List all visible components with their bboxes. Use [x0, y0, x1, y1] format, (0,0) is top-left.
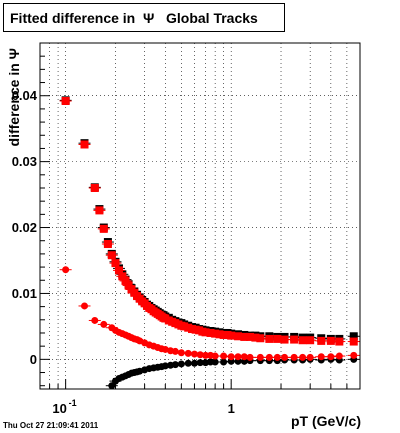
data-point	[273, 353, 281, 361]
x-tick-label: 1	[228, 401, 235, 416]
data-point	[161, 362, 169, 370]
data-point	[290, 335, 299, 344]
data-point	[265, 353, 273, 361]
data-point	[100, 320, 108, 328]
series-3	[59, 266, 360, 361]
data-point	[240, 353, 248, 361]
data-point	[81, 302, 89, 310]
y-tick-label: 0.03	[12, 154, 37, 169]
data-point	[95, 206, 104, 215]
data-point	[114, 266, 123, 275]
data-point	[177, 360, 185, 368]
data-point	[215, 330, 224, 339]
data-marks	[59, 96, 360, 390]
data-point	[349, 337, 358, 346]
data-point	[281, 353, 289, 361]
timestamp: Thu Oct 27 21:09:41 2011	[3, 421, 99, 430]
data-point	[350, 351, 358, 359]
data-point	[251, 333, 260, 342]
data-point	[335, 337, 344, 346]
grid	[39, 43, 361, 389]
series-1	[59, 96, 360, 346]
data-point	[246, 353, 254, 361]
data-point	[317, 353, 325, 361]
data-point	[335, 352, 343, 360]
data-point	[171, 347, 179, 355]
data-point	[184, 359, 192, 367]
data-point	[256, 334, 265, 343]
data-point	[246, 332, 255, 341]
data-point	[180, 322, 189, 331]
plot-frame	[39, 42, 361, 390]
data-point	[107, 251, 116, 260]
data-point	[265, 334, 274, 343]
data-point	[306, 336, 315, 345]
data-point	[220, 352, 228, 360]
data-point	[326, 336, 335, 345]
data-point	[61, 96, 70, 105]
series-0	[59, 96, 360, 343]
y-tick-label: 0.04	[12, 88, 38, 103]
data-point	[211, 358, 219, 366]
data-point	[184, 349, 192, 357]
data-point	[171, 361, 179, 369]
data-point	[349, 332, 358, 341]
data-point	[196, 351, 204, 359]
chart-title: Fitted difference in Ψ Global Tracks	[10, 9, 258, 26]
data-point	[80, 140, 89, 149]
data-point	[121, 276, 130, 285]
data-point	[190, 359, 198, 367]
data-point	[317, 336, 326, 345]
data-point	[90, 183, 99, 192]
data-point	[298, 336, 307, 345]
data-point	[111, 259, 120, 268]
y-tick-label: 0	[30, 352, 37, 367]
y-tick-label: 0.02	[12, 220, 37, 235]
data-point	[206, 328, 215, 337]
data-point	[91, 316, 99, 324]
y-axis-title: difference in Ψ	[6, 48, 22, 146]
data-point	[290, 353, 298, 361]
data-point	[299, 353, 307, 361]
data-point	[177, 349, 185, 357]
data-point	[118, 272, 127, 281]
data-point	[211, 329, 220, 338]
x-axis-title: pT (GeV/c)	[291, 413, 361, 429]
data-point	[99, 224, 108, 233]
data-point	[103, 240, 112, 249]
data-point	[62, 266, 70, 274]
x-tick-label: 10	[52, 401, 66, 416]
data-point	[211, 352, 219, 360]
axes: 0 0.01 0.02 0.03 0.04 10 -1 1	[12, 42, 361, 416]
data-point	[234, 332, 243, 341]
data-point	[327, 353, 335, 361]
data-point	[280, 335, 289, 344]
chart-title-box: Fitted difference in Ψ Global Tracks	[3, 3, 285, 32]
data-point	[306, 353, 314, 361]
data-point	[227, 331, 236, 340]
data-point	[201, 328, 210, 337]
data-point	[273, 334, 282, 343]
data-point	[220, 358, 228, 366]
data-point	[190, 350, 198, 358]
series-2	[105, 355, 360, 390]
x-tick-label-exponent: -1	[69, 398, 77, 408]
data-point	[227, 353, 235, 361]
data-point	[234, 353, 242, 361]
y-tick-label: 0.01	[12, 286, 37, 301]
data-point	[256, 353, 264, 361]
